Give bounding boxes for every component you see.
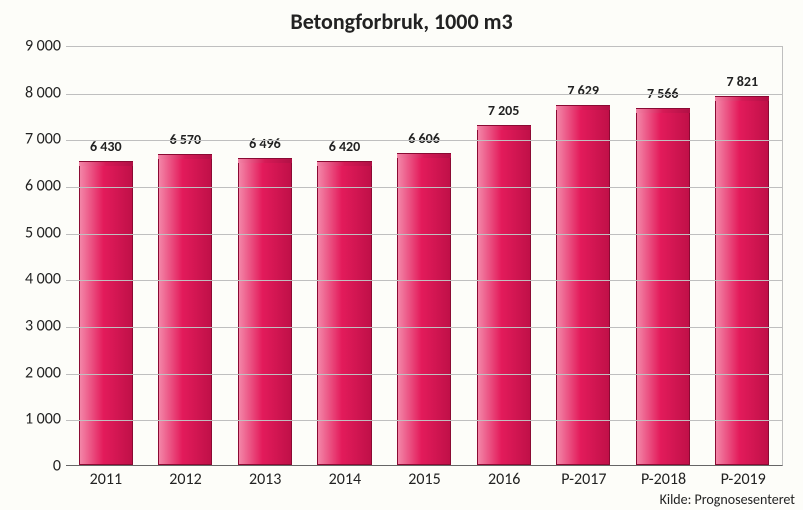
x-tick-label: 2014 bbox=[305, 470, 385, 489]
bar-slot: 7 205 bbox=[464, 47, 544, 465]
x-tick-label: 2012 bbox=[146, 470, 226, 489]
bar-value-label: 7 821 bbox=[727, 73, 759, 90]
x-axis-labels: 201120122013201420152016P-2017P-2018P-20… bbox=[66, 470, 783, 489]
bar: 7 629 bbox=[556, 109, 610, 465]
y-tick-label: 4 000 bbox=[11, 270, 61, 289]
bar-top-bevel bbox=[556, 105, 610, 110]
bar-top-bevel bbox=[636, 108, 690, 113]
source-text: Kilde: Prognosesenteret bbox=[660, 491, 795, 508]
y-tick-label: 1 000 bbox=[11, 410, 61, 429]
bar-top-bevel bbox=[477, 125, 531, 130]
bar: 6 606 bbox=[397, 157, 451, 465]
bar-slot: 6 420 bbox=[305, 47, 385, 465]
bar-slot: 7 566 bbox=[623, 47, 703, 465]
bar-slot: 6 570 bbox=[146, 47, 226, 465]
bar-top-bevel bbox=[238, 158, 292, 163]
bar-value-label: 7 205 bbox=[488, 102, 520, 119]
gridline bbox=[66, 187, 782, 188]
bar-top-bevel bbox=[79, 161, 133, 166]
x-tick-label: 2013 bbox=[225, 470, 305, 489]
y-tick-label: 6 000 bbox=[11, 177, 61, 196]
bar-top-bevel bbox=[317, 161, 371, 166]
gridline bbox=[66, 374, 782, 375]
chart-container: Betongforbruk, 1000 m3 6 4306 570 6 496 6 … bbox=[0, 0, 803, 510]
gridline bbox=[66, 140, 782, 141]
gridline bbox=[66, 234, 782, 235]
bar: 7 205 bbox=[477, 129, 531, 465]
chart-title: Betongforbruk, 1000 m3 bbox=[0, 8, 803, 35]
bar-slot: 6 430 bbox=[66, 47, 146, 465]
y-tick-label: 3 000 bbox=[11, 317, 61, 336]
bar-slot: 6 496 bbox=[225, 47, 305, 465]
y-tick-label: 0 bbox=[11, 457, 61, 476]
bar-top-bevel bbox=[715, 96, 769, 101]
gridline bbox=[66, 420, 782, 421]
bar: 7 566 bbox=[636, 112, 690, 465]
bars-group: 6 4306 5706 4966 4206 6067 2057 6297 566… bbox=[66, 47, 782, 465]
x-tick-label: 2011 bbox=[66, 470, 146, 489]
x-tick-label: P-2017 bbox=[544, 470, 624, 489]
bar-value-label: 6 496 bbox=[249, 135, 281, 152]
gridline bbox=[66, 327, 782, 328]
x-tick-label: P-2018 bbox=[624, 470, 704, 489]
bar-slot: 6 606 bbox=[384, 47, 464, 465]
bar-value-label: 7 629 bbox=[567, 82, 599, 99]
bar-value-label: 6 606 bbox=[408, 130, 440, 147]
bar-top-bevel bbox=[397, 153, 451, 158]
plot-area: 6 4306 5706 4966 4206 6067 2057 6297 566… bbox=[66, 46, 783, 466]
gridline bbox=[66, 280, 782, 281]
y-tick-label: 5 000 bbox=[11, 223, 61, 242]
y-tick-label: 9 000 bbox=[11, 37, 61, 56]
bar: 7 821 bbox=[715, 100, 769, 465]
y-tick-label: 8 000 bbox=[11, 83, 61, 102]
x-tick-label: 2015 bbox=[385, 470, 465, 489]
y-tick-label: 2 000 bbox=[11, 363, 61, 382]
x-tick-label: P-2019 bbox=[703, 470, 783, 489]
bar-slot: 7 629 bbox=[543, 47, 623, 465]
x-tick-label: 2016 bbox=[464, 470, 544, 489]
bar-slot: 7 821 bbox=[703, 47, 783, 465]
bar: 6 570 bbox=[158, 158, 212, 465]
bar-top-bevel bbox=[158, 154, 212, 159]
gridline bbox=[66, 94, 782, 95]
y-tick-label: 7 000 bbox=[11, 130, 61, 149]
